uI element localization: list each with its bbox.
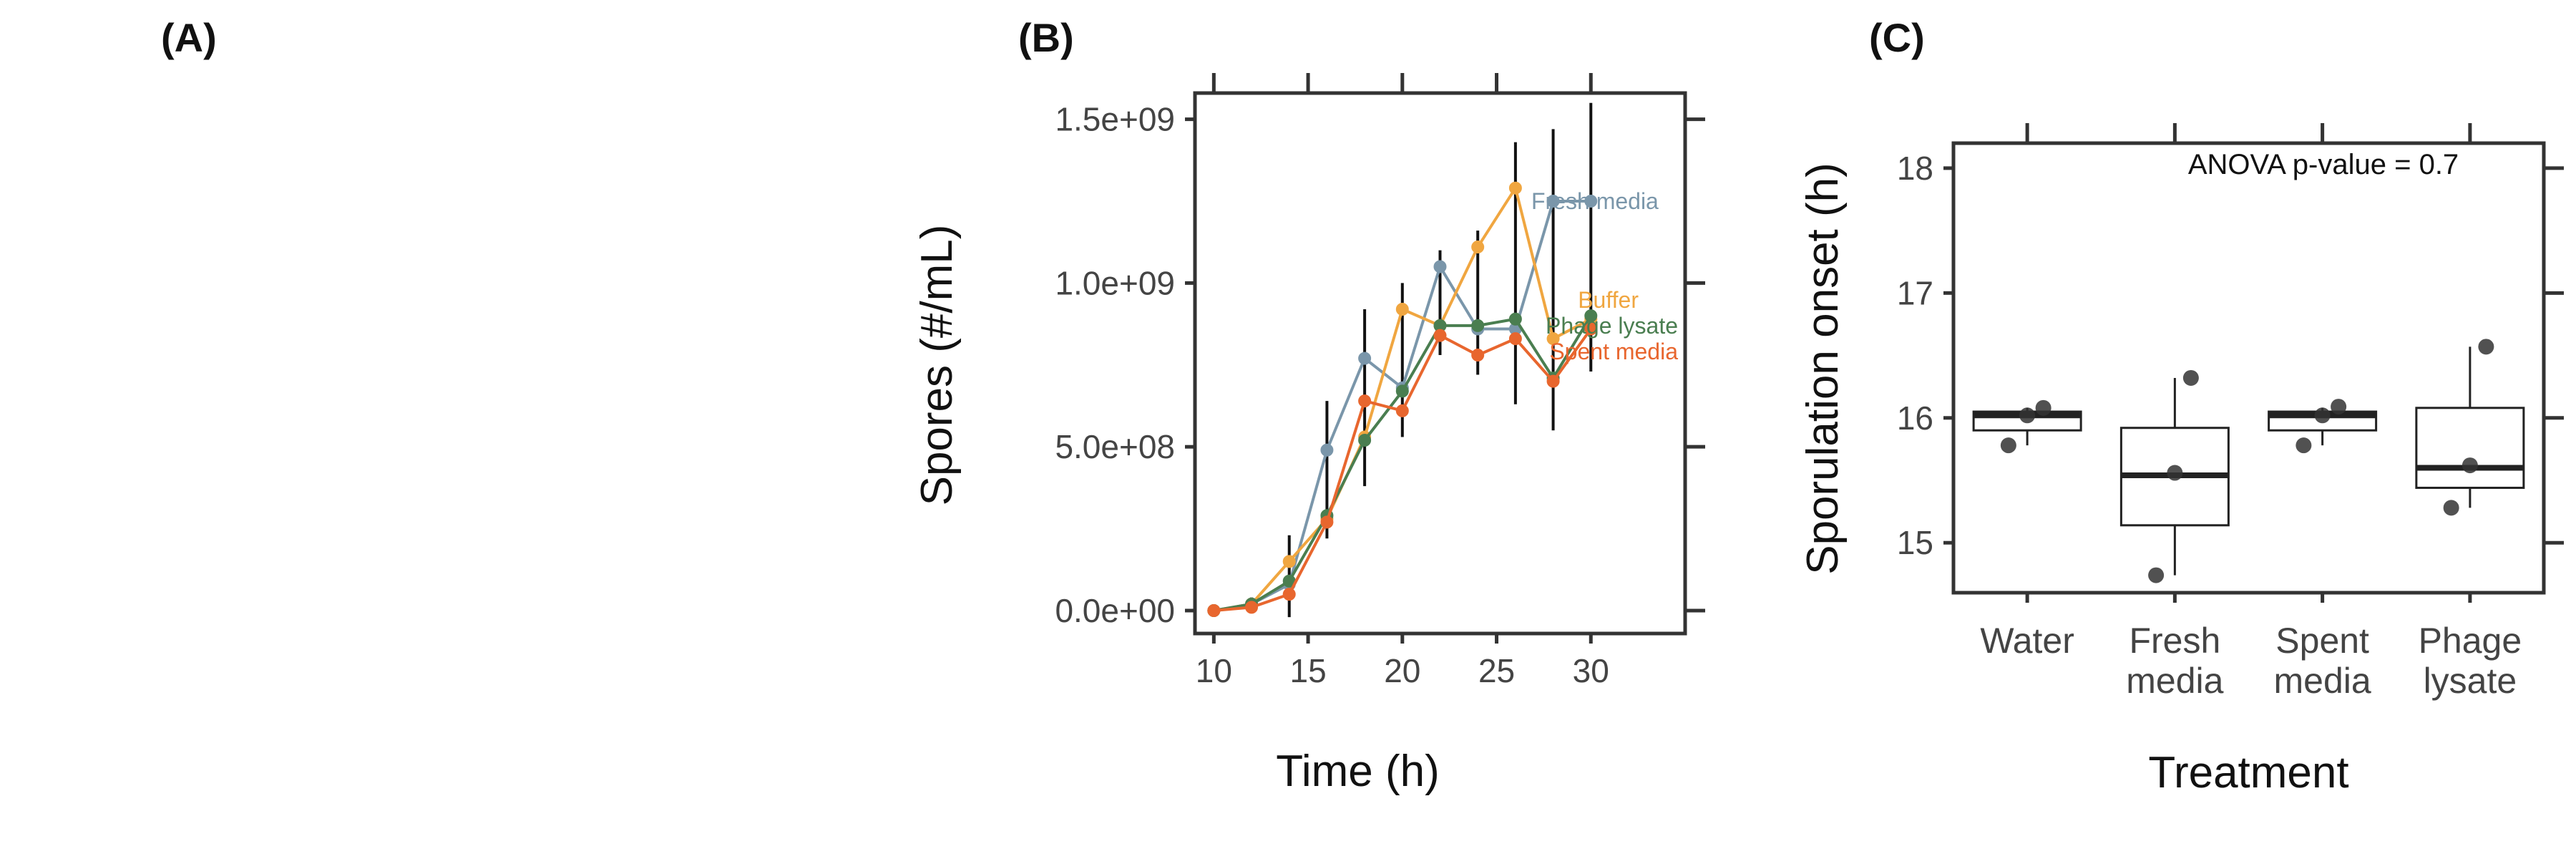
data-point	[1584, 322, 1598, 336]
series-label: Phage lysate	[1546, 313, 1678, 339]
x-tick-label: 25	[1478, 652, 1515, 689]
data-point	[1358, 394, 1372, 408]
x-tick-label: 10	[1196, 652, 1232, 689]
x-tick-label: Fresh	[2129, 621, 2220, 661]
data-point	[1546, 332, 1560, 346]
data-point	[1395, 404, 1409, 417]
data-point	[1546, 195, 1560, 208]
data-point	[1471, 319, 1485, 332]
y-axis-label: Sporulation onset (h)	[1798, 162, 1848, 575]
panel-label-c: (C)	[1869, 15, 1925, 60]
x-axis-label: Treatment	[2148, 748, 2348, 797]
y-axis-label: Spores (#/mL)	[912, 225, 962, 506]
anova-annotation: ANOVA p-value = 0.7	[2188, 149, 2459, 180]
y-tick-label: 15	[1897, 524, 1933, 561]
y-tick-label: 1.0e+09	[1055, 264, 1175, 301]
data-point	[1471, 349, 1485, 362]
x-tick-label: Water	[1980, 621, 2074, 661]
x-tick-label: 15	[1289, 652, 1326, 689]
series-label: Buffer	[1578, 287, 1639, 313]
data-point	[2443, 500, 2459, 516]
x-tick-label: 30	[1573, 652, 1609, 689]
data-point	[1508, 312, 1522, 326]
data-point	[1282, 588, 1296, 601]
y-tick-label: 5.0e+08	[1055, 428, 1175, 465]
data-point	[1395, 384, 1409, 398]
data-point	[2000, 437, 2016, 454]
data-point	[2019, 407, 2036, 424]
x-tick-label: Phage	[2419, 621, 2522, 661]
data-point	[2478, 339, 2494, 355]
data-point	[2296, 437, 2312, 454]
data-point	[1207, 603, 1221, 617]
data-point	[2331, 399, 2347, 415]
data-point	[1358, 434, 1372, 447]
data-point	[1508, 181, 1522, 195]
data-point	[1546, 374, 1560, 388]
x-tick-label: media	[2274, 661, 2371, 701]
data-point	[2462, 457, 2478, 474]
box	[2415, 407, 2525, 489]
panel-label-a: (A)	[161, 15, 217, 60]
x-tick-label: lysate	[2424, 661, 2517, 701]
data-point	[1584, 309, 1598, 323]
data-point	[1320, 515, 1334, 529]
data-point	[1584, 195, 1598, 208]
plot-frame	[1193, 91, 1687, 636]
data-point	[1508, 332, 1522, 346]
data-point	[1282, 555, 1296, 568]
data-point	[1471, 241, 1485, 254]
panel-label-b: (B)	[1018, 15, 1074, 60]
series-label: Spent media	[1549, 339, 1678, 364]
x-tick-label: Spent	[2275, 621, 2369, 661]
panel-b-line-chart: 10 15 20 25 30 0.0e+00 5.0e+08 1.0e+09 1.5e+09 Ti…	[912, 73, 1705, 796]
series-label: Fresh media	[1531, 188, 1659, 214]
data-point	[2148, 567, 2165, 583]
x-tick-label: 20	[1384, 652, 1420, 689]
y-tick-label: 1.5e+09	[1055, 101, 1175, 138]
data-point	[2182, 369, 2199, 386]
y-tick-label: 17	[1897, 274, 1933, 311]
data-point	[1245, 601, 1259, 614]
data-point	[1358, 351, 1372, 365]
data-point	[1433, 329, 1447, 342]
x-axis-label: Time (h)	[1276, 747, 1439, 796]
y-tick-label: 16	[1897, 399, 1933, 437]
data-point	[1320, 443, 1334, 457]
data-point	[2314, 407, 2331, 424]
data-point	[1395, 303, 1409, 316]
y-tick-label: 18	[1897, 150, 1933, 187]
plot-frame	[1951, 141, 2546, 595]
y-tick-label: 0.0e+00	[1055, 592, 1175, 629]
data-point	[1433, 260, 1447, 273]
data-point	[2167, 465, 2183, 481]
x-tick-label: media	[2126, 661, 2223, 701]
data-point	[2035, 399, 2051, 416]
